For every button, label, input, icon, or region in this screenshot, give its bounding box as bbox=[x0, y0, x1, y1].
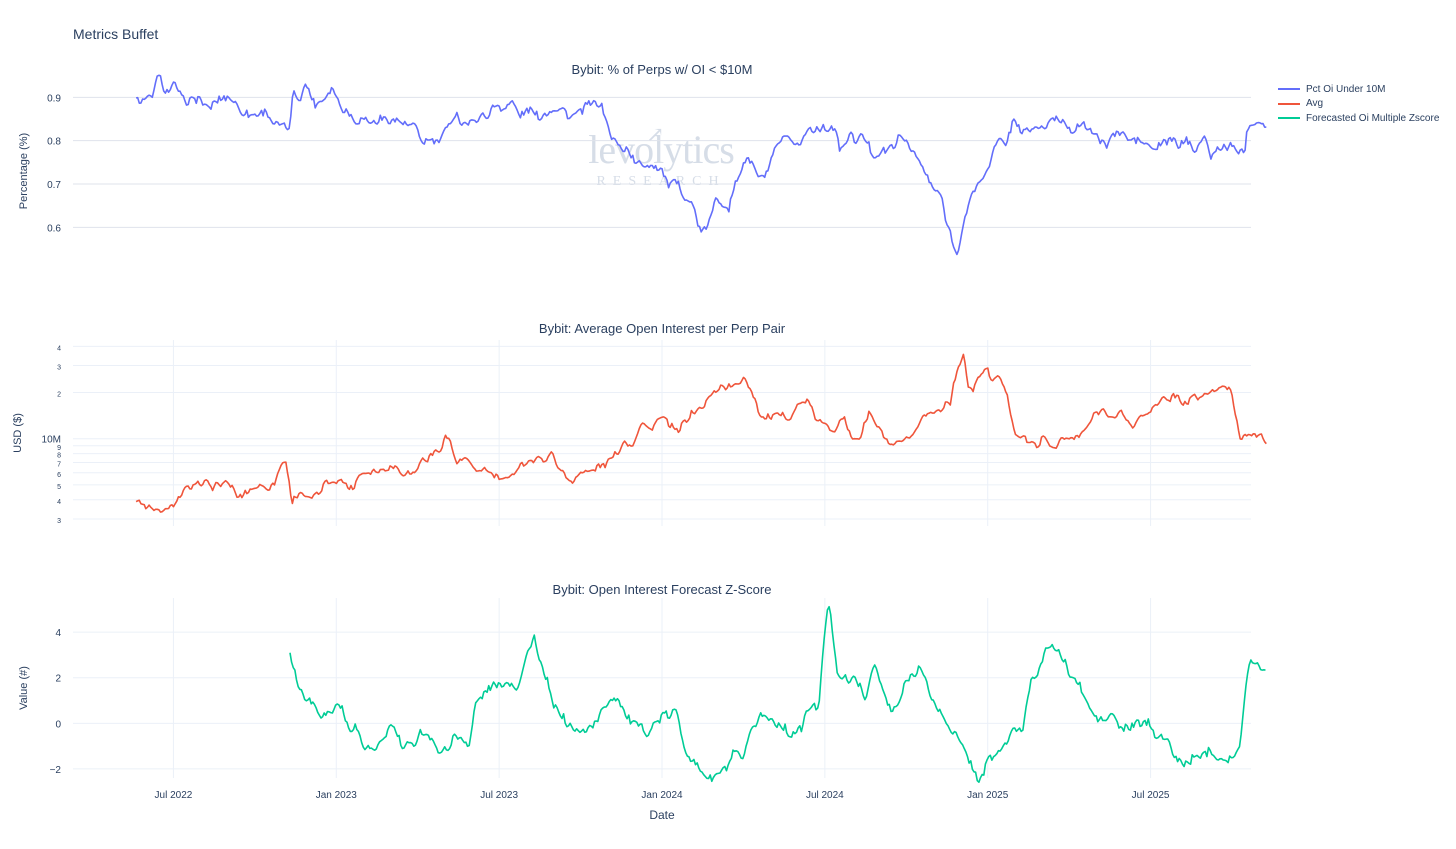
y-tick-label: 5 bbox=[57, 484, 61, 491]
y-tick-label: 3 bbox=[57, 518, 61, 525]
legend-item-pct-oi[interactable]: Pct Oi Under 10M bbox=[1278, 82, 1439, 97]
x-tick-label: Jul 2025 bbox=[1132, 790, 1170, 801]
y-tick-label: 4 bbox=[57, 499, 61, 506]
y-tick-label: 4 bbox=[57, 345, 61, 352]
y-tick-label: 0.6 bbox=[47, 223, 61, 234]
y-tick-label: 7 bbox=[57, 462, 61, 469]
x-axis-label: Date bbox=[649, 808, 675, 822]
watermark-sub-text: RESEARCH bbox=[596, 174, 726, 189]
legend-label: Forecasted Oi Multiple Zscore bbox=[1306, 112, 1440, 124]
y-tick-label: −2 bbox=[50, 765, 62, 776]
y-tick-label: 10M bbox=[42, 435, 61, 446]
series-line-pct-oi-under-10m bbox=[136, 74, 1267, 256]
y-axis-label: USD ($) bbox=[12, 413, 24, 453]
chart-title: Bybit: Open Interest Forecast Z-Score bbox=[553, 582, 772, 597]
x-tick-label: Jul 2023 bbox=[480, 790, 518, 801]
y-tick-label: 4 bbox=[55, 628, 61, 639]
y-tick-label: 0.7 bbox=[47, 180, 61, 191]
legend-label: Avg bbox=[1306, 98, 1324, 110]
y-tick-label: 6 bbox=[57, 472, 61, 479]
watermark-main-text: levolytics bbox=[588, 127, 735, 172]
legend-swatch bbox=[1278, 102, 1300, 105]
x-tick-label: Jan 2024 bbox=[641, 790, 683, 801]
y-tick-label: 3 bbox=[57, 365, 61, 372]
chart-panel-1: 0.9 0.8 0.7 0.6 Bybit: % of Perps w/ OI < $1… bbox=[18, 62, 1267, 256]
chart-title: Bybit: Average Open Interest per Perp Pa… bbox=[539, 321, 786, 336]
page-title: Metrics Buffet bbox=[73, 26, 159, 42]
series-line-avg bbox=[135, 353, 1267, 513]
y-tick-label: 0 bbox=[55, 719, 61, 730]
legend-swatch bbox=[1278, 88, 1300, 91]
watermark-logo: ↗ levolytics RESEARCH bbox=[576, 122, 746, 190]
y-tick-label: 8 bbox=[57, 453, 61, 460]
y-tick-label: 2 bbox=[55, 674, 61, 685]
y-tick-label: 0.8 bbox=[47, 137, 61, 148]
legend-item-zscore[interactable]: Forecasted Oi Multiple Zscore bbox=[1278, 111, 1439, 126]
y-tick-label: 9 bbox=[57, 445, 61, 452]
chart-panel-3: 4 2 0 −2 Bybit: Open Interest Forecast Z-Sco… bbox=[18, 582, 1266, 784]
series-line-forecasted-oi-multiple-zscore bbox=[289, 605, 1266, 784]
y-axis-label: Percentage (%) bbox=[18, 133, 30, 209]
x-tick-label: Jul 2024 bbox=[806, 790, 844, 801]
y-tick-label: 0.9 bbox=[47, 93, 61, 104]
legend-item-avg[interactable]: Avg bbox=[1278, 97, 1439, 112]
y-tick-label: 2 bbox=[57, 392, 61, 399]
x-tick-label: Jul 2022 bbox=[155, 790, 193, 801]
legend: Pct Oi Under 10M Avg Forecasted Oi Multi… bbox=[1278, 82, 1439, 126]
y-axis-label: Value (#) bbox=[18, 666, 30, 710]
x-tick-label: Jan 2025 bbox=[967, 790, 1009, 801]
x-tick-label: Jan 2023 bbox=[316, 790, 358, 801]
chart-title: Bybit: % of Perps w/ OI < $10M bbox=[572, 62, 753, 77]
legend-swatch bbox=[1278, 117, 1300, 120]
legend-label: Pct Oi Under 10M bbox=[1306, 83, 1386, 95]
